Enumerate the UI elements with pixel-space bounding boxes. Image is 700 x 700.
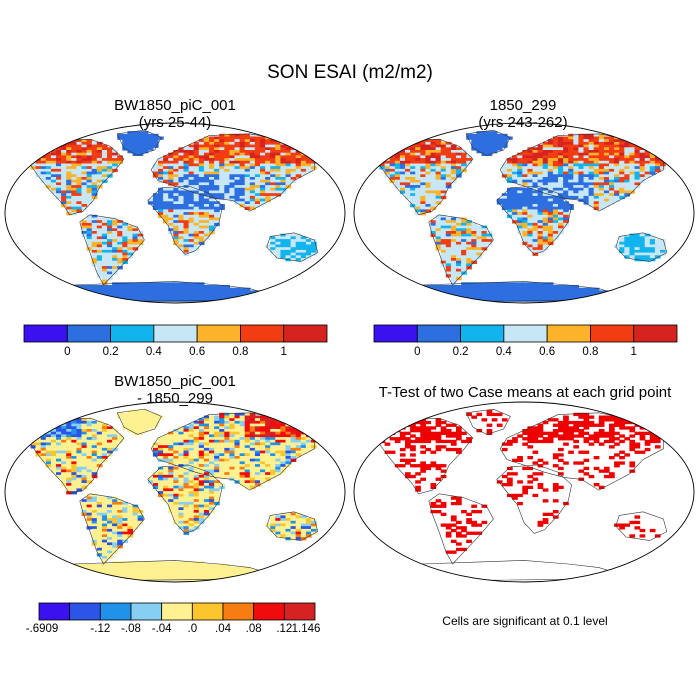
- colorbar-box: [38, 602, 71, 621]
- colorbar-box: [373, 324, 418, 343]
- panel-case1-title-line2: (yrs 25-44): [138, 114, 212, 131]
- colorbar-tick-label: -.6909: [25, 623, 59, 635]
- colorbar-box: [66, 324, 111, 343]
- colorbar-tick-label: 0: [64, 346, 71, 358]
- colorbar-tick-label: -.12: [90, 623, 111, 635]
- panel-diff-title-line1: BW1850_piC_001: [114, 373, 236, 390]
- colorbar-box: [161, 602, 193, 621]
- map-border: [353, 122, 695, 304]
- colorbar-field-left-labels: 0 0.2 0.4 0.6 0.8 1: [23, 346, 328, 360]
- colorbar-tick-label: -.08: [121, 623, 141, 635]
- panel-case2-title-line1: 1850_299: [489, 97, 557, 114]
- colorbar-box: [460, 324, 505, 343]
- colorbar-box: [503, 324, 548, 343]
- colorbar-tick-label: 0.4: [145, 346, 162, 358]
- panel-case1-title-line1: BW1850_piC_001: [114, 97, 236, 114]
- colorbar-box: [110, 324, 155, 343]
- map-panel-case2: [353, 122, 695, 304]
- colorbar-tick-label: 1: [630, 346, 637, 358]
- colorbar-tick-label: 0.6: [539, 346, 556, 358]
- colorbar-tick-label: .0: [187, 623, 198, 635]
- colorbar-box: [240, 324, 285, 343]
- panel-ttest-title-line1: T-Test of two Case means at each grid po…: [378, 384, 672, 401]
- colorbar-tick-label: 0.8: [232, 346, 249, 358]
- significance-note: Cells are significant at 0.1 level: [442, 614, 608, 628]
- colorbar-box: [153, 324, 198, 343]
- colorbar-diff: [38, 602, 316, 621]
- colorbar-tick-label: 0.6: [189, 346, 206, 358]
- colorbar-tick-label: -.04: [151, 623, 172, 635]
- colorbar-box: [283, 324, 328, 343]
- colorbar-box: [191, 602, 224, 621]
- map-border: [4, 401, 346, 583]
- colorbar-tick-label: 1: [280, 346, 287, 358]
- colorbar-tick-label: .04: [215, 623, 231, 635]
- colorbar-box: [222, 602, 255, 621]
- map-panel-ttest: [353, 401, 695, 583]
- colorbar-tick-label: 1.146: [291, 623, 321, 635]
- colorbar-tick-label: 0.4: [495, 346, 512, 358]
- colorbar-field-left: [23, 324, 328, 343]
- colorbar-box: [546, 324, 591, 343]
- colorbar-box: [196, 324, 241, 343]
- colorbar-tick-label: 0: [414, 346, 421, 358]
- colorbar-box: [99, 602, 132, 621]
- colorbar-box: [23, 324, 68, 343]
- colorbar-tick-label: 0.2: [452, 346, 469, 358]
- colorbar-box: [69, 602, 101, 621]
- colorbar-tick-label: 0.2: [102, 346, 119, 358]
- colorbar-tick-label: .08: [245, 623, 262, 635]
- panel-ttest-title: T-Test of two Case means at each grid po…: [355, 384, 695, 401]
- panel-case2-title-line2: (yrs 243-262): [478, 114, 568, 131]
- colorbar-field-right: [373, 324, 678, 343]
- colorbar-box: [130, 602, 163, 621]
- colorbar-box: [633, 324, 678, 343]
- map-panel-diff: [4, 401, 346, 583]
- colorbar-box: [283, 602, 316, 621]
- colorbar-tick-label: 0.8: [582, 346, 599, 358]
- map-border: [4, 122, 346, 304]
- colorbar-box: [416, 324, 461, 343]
- panel-case2-title: 1850_299 (yrs 243-262): [373, 97, 673, 131]
- figure-title: SON ESAI (m2/m2): [267, 62, 433, 83]
- colorbar-field-right-labels: 0 0.2 0.4 0.6 0.8 1: [373, 346, 678, 360]
- colorbar-box: [253, 602, 285, 621]
- panel-case1-title: BW1850_piC_001 (yrs 25-44): [25, 97, 325, 131]
- map-border: [353, 401, 695, 583]
- map-panel-case1: [4, 122, 346, 304]
- colorbar-tick-label: .12: [276, 623, 293, 635]
- colorbar-diff-labels: -.6909 -.12 -.08 -.04 .0 .04 .08 .12 1.146: [26, 623, 321, 637]
- colorbar-box: [590, 324, 635, 343]
